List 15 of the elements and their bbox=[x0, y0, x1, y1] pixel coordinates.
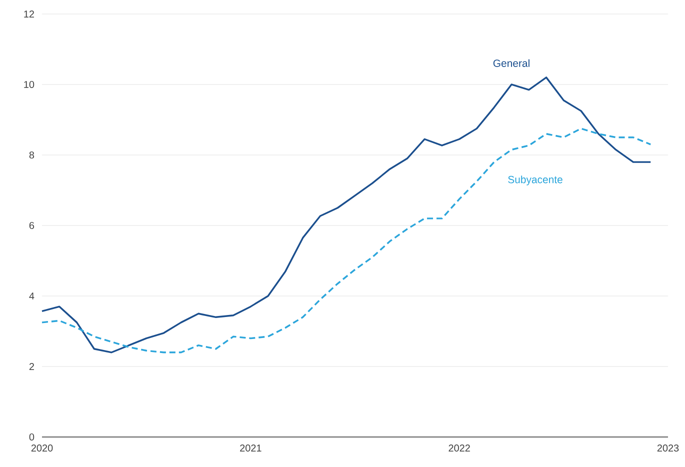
series-label: Subyacente bbox=[508, 176, 562, 186]
y-tick-label: 0 bbox=[29, 433, 34, 441]
y-tick-label: 12 bbox=[24, 10, 34, 18]
x-tick-label: 2022 bbox=[448, 444, 470, 452]
line-series bbox=[41, 128, 652, 354]
line-series bbox=[41, 76, 652, 354]
y-tick-label: 8 bbox=[29, 151, 34, 159]
y-tick-label: 6 bbox=[29, 222, 34, 230]
x-tick-label: 2020 bbox=[31, 444, 53, 452]
y-tick-label: 4 bbox=[29, 292, 34, 300]
y-tick-label: 10 bbox=[24, 80, 34, 88]
y-tick-label: 2 bbox=[29, 363, 34, 370]
x-tick-label: 2021 bbox=[240, 444, 262, 452]
series-label: General bbox=[493, 59, 530, 67]
x-tick-label: 2023 bbox=[657, 444, 679, 452]
